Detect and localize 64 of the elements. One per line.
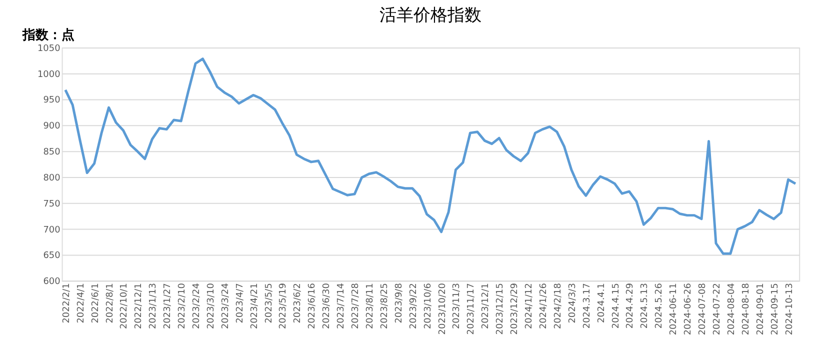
x-tick-label: 2023/6/2 (293, 283, 304, 324)
x-tick-label: 2024-10-13 (784, 283, 795, 336)
x-tick-label: 2024.4.29 (626, 282, 636, 329)
x-tick-label: 2024.4.1 (596, 283, 607, 323)
x-tick-label: 2023/8/11 (365, 283, 376, 330)
y-tick-label: 750 (43, 199, 61, 210)
chart-title: 活羊价格指数 (379, 4, 482, 25)
x-tick-label: 2024/1/26 (538, 282, 549, 330)
x-tick-label: 2024.5.13 (640, 283, 650, 329)
x-tick-label: 2024/1/12 (524, 283, 535, 330)
x-tick-label: 2024/2/18 (553, 282, 564, 330)
x-tick-label: 2024-07-08 (698, 282, 708, 336)
y-tick-label: 650 (43, 251, 61, 262)
x-tick-label: 2024.4.15 (611, 283, 622, 329)
x-tick-label: 2023/8/25 (380, 283, 390, 330)
x-tick-label: 2023/9/22 (408, 283, 419, 330)
x-tick-label: 2023/7/14 (336, 282, 347, 330)
x-tick-label: 2023/11/3 (452, 283, 462, 330)
x-tick-label: 2023/5/19 (278, 282, 289, 330)
x-tick-label: 2023/1/13 (148, 283, 159, 330)
x-tick-label: 2023/12/15 (496, 283, 506, 335)
y-tick-label: 1000 (37, 70, 61, 80)
x-tick-label: 2023/12/29 (510, 282, 520, 335)
x-tick-label: 2024-08-18 (741, 282, 752, 336)
x-tick-label: 2023/10/6 (423, 282, 434, 330)
x-tick-label: 2024-08-04 (726, 282, 737, 336)
x-tick-label: 2023/11/17 (466, 283, 477, 335)
x-tick-label: 2023/2/10 (178, 282, 188, 330)
x-tick-label: 2024.3.17 (582, 283, 592, 329)
x-tick-label: 2023/10/20 (438, 282, 448, 335)
y-tick-label: 900 (43, 122, 61, 132)
y-tick-label: 950 (43, 96, 61, 106)
x-tick-label: 2024-06-11 (669, 283, 680, 336)
x-tick-label: 2023/7/28 (351, 282, 362, 330)
x-tick-label: 2022/2/1 (62, 283, 72, 324)
x-tick-label: 2023/6/16 (308, 282, 318, 330)
y-tick-label: 850 (43, 148, 61, 158)
x-tick-label: 2024/3/3 (568, 283, 578, 324)
x-tick-label: 2022/4/1 (76, 283, 86, 324)
x-tick-label: 2023/12/1 (481, 283, 492, 330)
x-tick-label: 2023/6/30 (322, 282, 332, 330)
y-axis-title: 指数：点 (21, 26, 74, 43)
x-tick-label: 2023/2/24 (192, 282, 202, 330)
x-tick-label: 2022/8/1 (105, 283, 116, 324)
x-tick-label: 2023/5/5 (264, 283, 274, 324)
x-tick-label: 2022/10/1 (120, 283, 130, 330)
x-tick-label: 2023/3/10 (206, 282, 216, 330)
y-tick-label: 600 (43, 277, 61, 288)
x-tick-label: 2023/1/27 (163, 283, 174, 330)
x-tick-label: 2024.5.26 (654, 282, 665, 329)
x-tick-label: 2023/9/8 (394, 282, 404, 324)
x-tick-label: 2023/4/21 (250, 283, 260, 330)
y-tick-label: 700 (43, 225, 61, 236)
x-tick-label: 2023/4/7 (235, 283, 246, 324)
line-series (64, 58, 797, 255)
x-tick-label: 2024-06-26 (684, 282, 694, 336)
x-tick-label: 2022/6/1 (90, 283, 101, 324)
x-tick-label: 2022/12/1 (134, 283, 144, 330)
x-tick-label: 2024-09-15 (770, 283, 780, 336)
x-tick-label: 2024-07-22 (712, 283, 722, 336)
x-tick-label: 2024-09-01 (756, 283, 766, 336)
y-tick-label: 1050 (37, 44, 61, 54)
x-tick-label: 2023/3/24 (220, 282, 231, 330)
y-tick-label: 800 (43, 173, 61, 184)
